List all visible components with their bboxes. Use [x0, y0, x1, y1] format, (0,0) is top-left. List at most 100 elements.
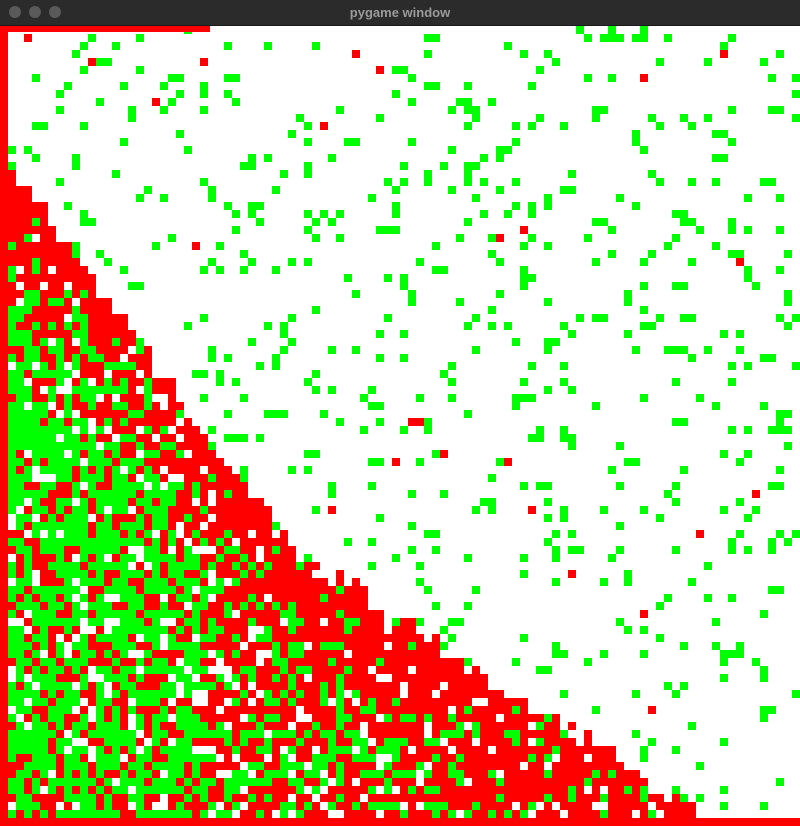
green-cell [560, 514, 568, 522]
red-cell [176, 730, 184, 738]
green-cell [336, 642, 344, 650]
red-cell [480, 770, 488, 778]
red-cell [408, 722, 416, 730]
green-cell [728, 362, 736, 370]
red-cell [456, 762, 464, 770]
green-cell [384, 226, 392, 234]
green-cell [432, 450, 440, 458]
green-cell [8, 610, 16, 618]
green-cell [184, 322, 192, 330]
red-cell [408, 810, 416, 818]
green-cell [560, 362, 568, 370]
red-cell [672, 794, 680, 802]
red-cell [288, 714, 296, 722]
green-cell [392, 210, 400, 218]
green-cell [144, 650, 152, 658]
green-cell [144, 498, 152, 506]
green-cell [208, 626, 216, 634]
green-cell [88, 442, 96, 450]
red-cell [312, 778, 320, 786]
red-cell [64, 482, 72, 490]
red-cell [112, 554, 120, 562]
green-cell [488, 810, 496, 818]
green-cell [80, 778, 88, 786]
green-cell [56, 370, 64, 378]
red-cell [64, 418, 72, 426]
red-cell [288, 690, 296, 698]
green-cell [144, 466, 152, 474]
red-cell [296, 730, 304, 738]
green-cell [24, 554, 32, 562]
green-cell [280, 690, 288, 698]
red-cell [32, 378, 40, 386]
green-cell [56, 506, 64, 514]
zoom-button[interactable] [49, 6, 61, 18]
red-cell [512, 786, 520, 794]
red-cell [40, 458, 48, 466]
red-cell [152, 682, 160, 690]
green-cell [16, 314, 24, 322]
red-cell [56, 610, 64, 618]
red-cell [40, 794, 48, 802]
game-canvas[interactable] [0, 26, 800, 826]
red-cell [160, 562, 168, 570]
green-cell [688, 314, 696, 322]
green-cell [392, 554, 400, 562]
red-cell [48, 626, 56, 634]
red-cell [48, 698, 56, 706]
green-cell [624, 786, 632, 794]
green-cell [8, 690, 16, 698]
green-cell [408, 642, 416, 650]
green-cell [432, 810, 440, 818]
red-cell [56, 754, 64, 762]
green-cell [328, 482, 336, 490]
green-cell [696, 794, 704, 802]
red-cell [344, 770, 352, 778]
red-cell [480, 682, 488, 690]
green-cell [720, 650, 728, 658]
close-button[interactable] [9, 6, 21, 18]
green-cell [104, 546, 112, 554]
red-cell [72, 346, 80, 354]
red-cell [40, 578, 48, 586]
green-cell [560, 434, 568, 442]
green-cell [336, 610, 344, 618]
green-cell [248, 674, 256, 682]
green-cell [560, 322, 568, 330]
green-cell [432, 754, 440, 762]
red-cell [80, 370, 88, 378]
red-cell [520, 778, 528, 786]
green-cell [736, 530, 744, 538]
red-cell [320, 586, 328, 594]
green-cell [160, 82, 168, 90]
green-cell [112, 738, 120, 746]
green-cell [24, 362, 32, 370]
green-cell [96, 722, 104, 730]
red-cell [432, 658, 440, 666]
red-cell [296, 578, 304, 586]
red-cell [656, 802, 664, 810]
minimize-button[interactable] [29, 6, 41, 18]
green-cell [48, 370, 56, 378]
green-cell [40, 434, 48, 442]
green-cell [104, 378, 112, 386]
red-cell [80, 298, 88, 306]
green-cell [120, 786, 128, 794]
red-cell [576, 762, 584, 770]
green-cell [672, 234, 680, 242]
red-cell [272, 586, 280, 594]
green-cell [736, 330, 744, 338]
red-cell [72, 290, 80, 298]
red-cell [112, 570, 120, 578]
green-cell [248, 154, 256, 162]
red-cell [312, 578, 320, 586]
red-cell [120, 690, 128, 698]
green-cell [424, 418, 432, 426]
green-cell [704, 594, 712, 602]
green-cell [256, 762, 264, 770]
red-cell [152, 442, 160, 450]
green-cell [56, 554, 64, 562]
red-cell [384, 810, 392, 818]
red-cell [536, 762, 544, 770]
red-cell [384, 658, 392, 666]
